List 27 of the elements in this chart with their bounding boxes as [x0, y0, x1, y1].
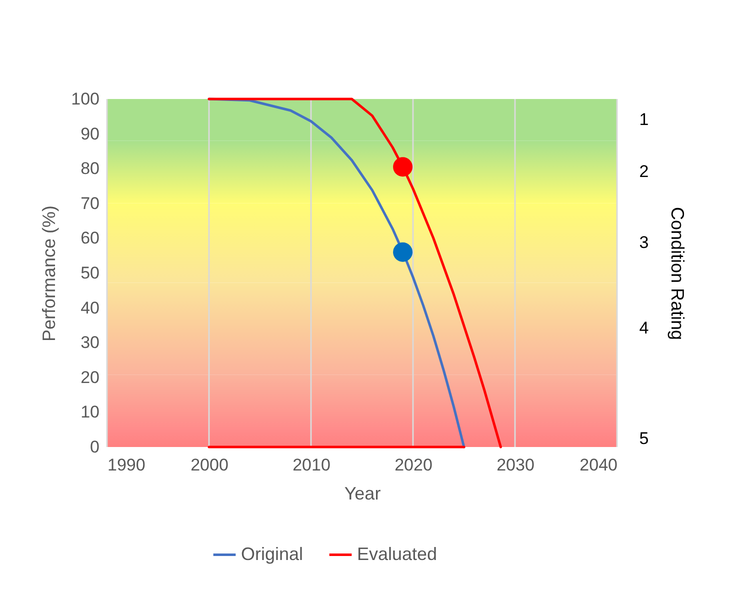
y-axis-title: Performance (%): [39, 205, 60, 342]
y-tick-label: 100: [71, 90, 100, 108]
band-label: 5: [639, 428, 649, 448]
x-tick-label: 2020: [394, 456, 432, 474]
x-tick-label: 2010: [292, 456, 330, 474]
y-tick-label: 30: [80, 333, 100, 352]
y-tick-label: 60: [80, 228, 100, 248]
y-tick-label: 80: [80, 159, 100, 178]
y-tick-label: 70: [80, 194, 100, 213]
legend-label: Evaluated: [357, 544, 438, 564]
legend-label: Original: [241, 544, 304, 564]
x-tick-label: 2000: [190, 456, 228, 474]
x-axis-title: Year: [344, 484, 381, 504]
y-tick-label: 50: [80, 264, 100, 282]
y-tick-label: 20: [80, 368, 100, 387]
y-tick-label: 10: [80, 402, 100, 422]
y-tick-label: 40: [80, 298, 100, 318]
band-label: 3: [639, 233, 649, 252]
band-label: 4: [639, 318, 649, 338]
band-label: 1: [639, 110, 649, 129]
band-label: 2: [639, 162, 649, 182]
x-tick-label: 1990: [108, 456, 146, 474]
y-tick-label: 90: [80, 124, 100, 144]
x-tick-label: 2030: [496, 456, 534, 474]
x-tick-label: 2040: [580, 456, 618, 474]
y-tick-label: 0: [90, 438, 100, 456]
y2-axis-title: Condition Rating: [668, 206, 688, 340]
